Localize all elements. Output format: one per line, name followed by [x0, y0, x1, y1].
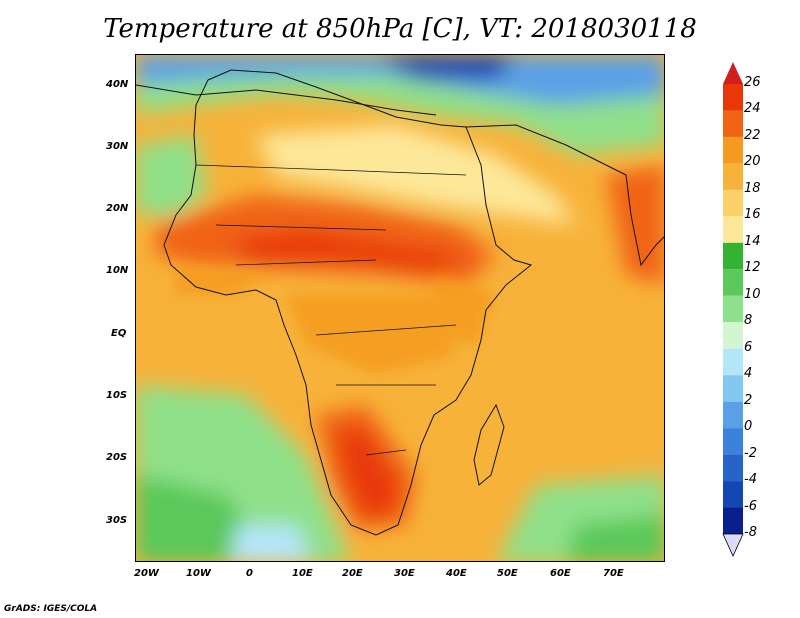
colorbar-label: -2 [744, 445, 757, 461]
colorbar-label: -8 [744, 525, 757, 540]
lon-label: 70E [603, 568, 624, 579]
colorbar-label: 12 [744, 260, 761, 276]
lat-label: 10N [106, 265, 129, 276]
colorbar-swatch [723, 110, 743, 137]
lon-label: 60E [550, 568, 571, 579]
colorbar-swatch [723, 84, 743, 111]
colorbar-label: 6 [744, 339, 753, 355]
colorbar-swatch [723, 295, 743, 323]
colorbar-top-arrow [723, 62, 743, 84]
colorbar-label: 2 [744, 392, 753, 408]
lon-label: 40E [446, 568, 467, 579]
chart-title: Temperature at 850hPa [C], VT: 201803011… [103, 14, 697, 44]
colorbar-label: 20 [744, 154, 761, 170]
colorbar-swatch [723, 375, 743, 402]
lon-label: 30E [394, 568, 415, 579]
lat-label: 20S [106, 452, 128, 463]
colorbar-label: 24 [744, 101, 761, 117]
colorbar-label: 26 [744, 75, 761, 90]
madagascar-coastline [473, 403, 505, 486]
colorbar-swatch [723, 481, 743, 508]
lon-label: 10E [292, 568, 313, 579]
lon-label: 50E [497, 568, 518, 579]
africa-coastline [163, 69, 533, 536]
colorbar-label: 0 [744, 419, 753, 435]
colorbar-label: 10 [744, 286, 761, 302]
lat-label: 10S [106, 390, 128, 401]
lat-label: 40N [106, 79, 129, 90]
colorbar-swatch [723, 242, 743, 270]
arabia-india-coastline [465, 124, 664, 267]
colorbar-swatch [723, 216, 743, 243]
mediterranean-coastline [136, 84, 437, 116]
colorbar-swatch [723, 136, 743, 164]
colorbar-swatch [723, 348, 743, 376]
colorbar-swatch [723, 189, 743, 217]
colorbar-swatch [723, 322, 743, 349]
map-panel [135, 54, 665, 562]
colorbar-swatch [723, 269, 743, 296]
colorbar-label: 14 [744, 233, 761, 249]
colorbar-label: 4 [744, 366, 753, 382]
colorbar-label: -4 [744, 472, 757, 488]
colorbar-label: -6 [744, 498, 757, 514]
colorbar-label: 8 [744, 313, 753, 329]
temperature-map [136, 55, 664, 561]
colorbar-bottom-arrow [722, 533, 744, 557]
lat-label: EQ [111, 328, 127, 339]
coastline-layer [136, 69, 664, 536]
colorbar-label: 18 [744, 180, 761, 196]
country-borders [195, 164, 467, 456]
lon-label: 20E [342, 568, 363, 579]
colorbar-swatch [723, 163, 743, 190]
colorbar-label: 22 [744, 127, 761, 143]
lat-label: 30S [106, 515, 128, 526]
colorbar-swatch [723, 428, 743, 455]
colorbar-swatch [723, 401, 743, 429]
colorbar [722, 62, 744, 557]
lon-label: 10W [186, 568, 211, 579]
credit-text: GrADS: IGES/COLA [4, 604, 98, 614]
lat-label: 30N [106, 141, 129, 152]
colorbar-swatch [723, 454, 743, 482]
lat-label: 20N [106, 203, 129, 214]
lon-label: 20W [134, 568, 159, 579]
colorbar-swatch [723, 507, 743, 534]
colorbar-label: 16 [744, 207, 761, 223]
lon-label: 0 [246, 568, 253, 579]
